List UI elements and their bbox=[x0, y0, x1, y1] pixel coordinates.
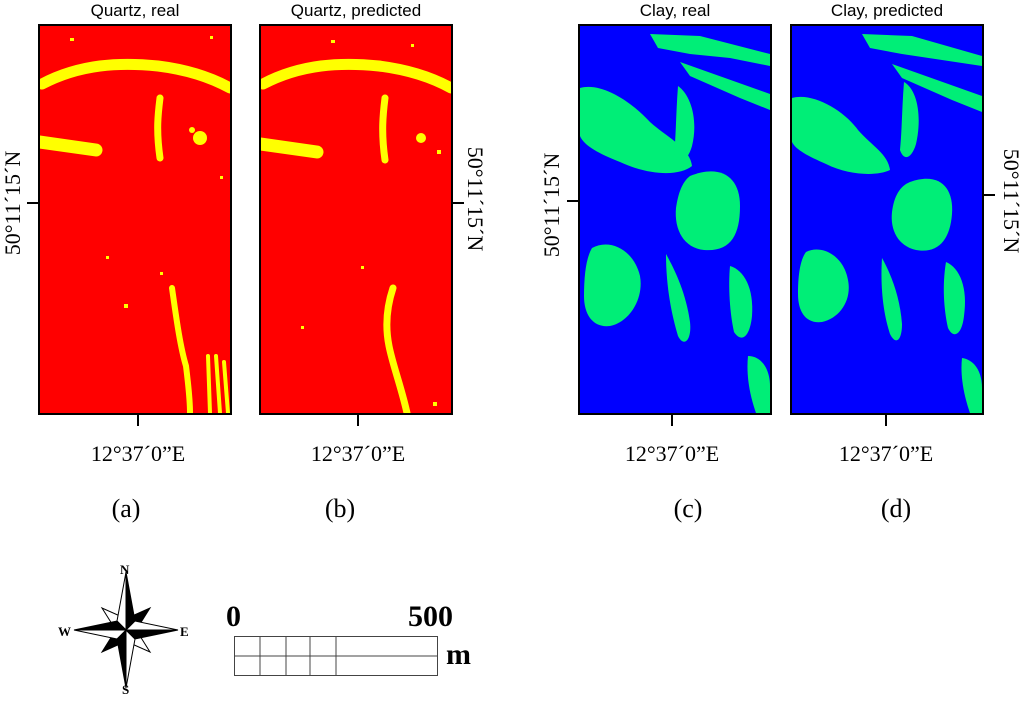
quartz-feature-speck bbox=[106, 256, 109, 259]
lon-tick-d bbox=[885, 415, 887, 426]
panel-a-title: Quartz, real bbox=[90, 1, 180, 20]
clay-feature-ridge bbox=[900, 82, 919, 158]
quartz-feature-arc bbox=[40, 58, 230, 94]
quartz-feature-speck bbox=[361, 266, 364, 269]
panel-c-title: Clay, real bbox=[639, 1, 711, 20]
lat-tick-c bbox=[567, 200, 578, 202]
clay-feature-bottom-right bbox=[961, 358, 982, 413]
map-quartz-predicted bbox=[259, 24, 453, 415]
quartz-feature-fan bbox=[206, 354, 230, 413]
clay-real-raster bbox=[580, 26, 770, 413]
quartz-feature-speck bbox=[411, 44, 414, 47]
quartz-feature-speck bbox=[124, 304, 128, 308]
clay-feature-left bbox=[792, 96, 890, 174]
compass-north-label: N bbox=[120, 562, 130, 577]
clay-feature-center bbox=[675, 171, 740, 251]
clay-feature-streak bbox=[881, 258, 902, 341]
compass-south-label: S bbox=[122, 682, 130, 697]
clay-feature-streak bbox=[666, 254, 691, 342]
quartz-feature-speck bbox=[220, 176, 223, 179]
scale-end-label: 500 bbox=[408, 600, 453, 633]
clay-feature-top bbox=[862, 34, 982, 66]
quartz-feature-blob bbox=[416, 133, 426, 143]
clay-feature-left bbox=[580, 86, 692, 174]
lat-tick-b bbox=[453, 202, 464, 204]
longitude-label-a: 12°37´0”E bbox=[90, 441, 186, 466]
longitude-label-b: 12°37´0”E bbox=[310, 441, 406, 466]
lon-tick-a bbox=[137, 415, 139, 426]
quartz-feature-speck bbox=[160, 272, 163, 275]
map-quartz-real bbox=[38, 24, 232, 415]
longitude-label-d: 12°37´0”E bbox=[838, 441, 934, 466]
panel-b-title: Quartz, predicted bbox=[290, 1, 422, 20]
quartz-feature-speck bbox=[437, 150, 441, 154]
quartz-feature-blob bbox=[193, 131, 207, 145]
latitude-label-d: 50°11´15´N bbox=[999, 148, 1024, 254]
quartz-feature-speck bbox=[301, 326, 304, 329]
quartz-feature-branch bbox=[379, 94, 389, 164]
quartz-feature-bar bbox=[40, 135, 103, 157]
quartz-feature-speck bbox=[331, 40, 335, 43]
clay-feature-lower-left bbox=[584, 244, 641, 327]
clay-background bbox=[792, 26, 982, 413]
quartz-predicted-raster bbox=[261, 26, 451, 413]
latitude-label-b: 50°11´15´N bbox=[463, 146, 488, 252]
clay-feature-right bbox=[943, 262, 966, 335]
panel-d-title: Clay, predicted bbox=[830, 1, 944, 20]
clay-feature-bottom-right bbox=[747, 356, 770, 413]
map-clay-predicted bbox=[790, 24, 984, 415]
panel-b-letter: (b) bbox=[324, 494, 356, 523]
quartz-feature-bar bbox=[261, 137, 324, 159]
scale-bar-graphic bbox=[234, 636, 438, 676]
quartz-feature-branch bbox=[154, 94, 164, 162]
lon-tick-b bbox=[357, 415, 359, 426]
lat-tick-d bbox=[984, 194, 995, 196]
clay-feature-right bbox=[729, 266, 753, 338]
quartz-feature-speck bbox=[189, 127, 195, 133]
quartz-feature-speck bbox=[210, 36, 213, 39]
quartz-feature-speck bbox=[433, 402, 437, 406]
lat-tick-a bbox=[27, 202, 38, 204]
lon-tick-c bbox=[671, 415, 673, 426]
quartz-feature-channel bbox=[383, 284, 411, 413]
scale-unit-label: m bbox=[446, 638, 471, 671]
panel-c-letter: (c) bbox=[673, 494, 703, 523]
quartz-feature-speck bbox=[70, 38, 74, 41]
clay-predicted-raster bbox=[792, 26, 982, 413]
clay-feature-band bbox=[680, 62, 770, 110]
clay-feature-lower-left bbox=[798, 249, 849, 323]
clay-feature-ridge bbox=[674, 86, 695, 161]
longitude-label-c: 12°37´0”E bbox=[624, 441, 720, 466]
latitude-label-c: 50°11´15´N bbox=[539, 152, 564, 258]
quartz-feature-channel bbox=[169, 285, 193, 413]
panel-a-letter: (a) bbox=[111, 494, 141, 523]
compass-east-label: E bbox=[180, 624, 189, 639]
compass-rose: N S E W bbox=[56, 562, 196, 698]
clay-feature-center bbox=[891, 178, 953, 251]
scale-start-label: 0 bbox=[226, 600, 241, 633]
latitude-label-a: 50°11´15´N bbox=[0, 150, 25, 256]
quartz-feature-arc bbox=[261, 58, 451, 94]
quartz-real-raster bbox=[40, 26, 230, 413]
compass-rose-icon bbox=[73, 571, 179, 689]
quartz-background bbox=[261, 26, 451, 413]
quartz-background bbox=[40, 26, 230, 413]
panel-d-letter: (d) bbox=[880, 494, 912, 523]
compass-west-label: W bbox=[58, 624, 71, 639]
map-clay-real bbox=[578, 24, 772, 415]
clay-feature-band bbox=[892, 64, 982, 112]
clay-feature-top bbox=[650, 34, 770, 66]
scale-bar bbox=[234, 636, 438, 676]
